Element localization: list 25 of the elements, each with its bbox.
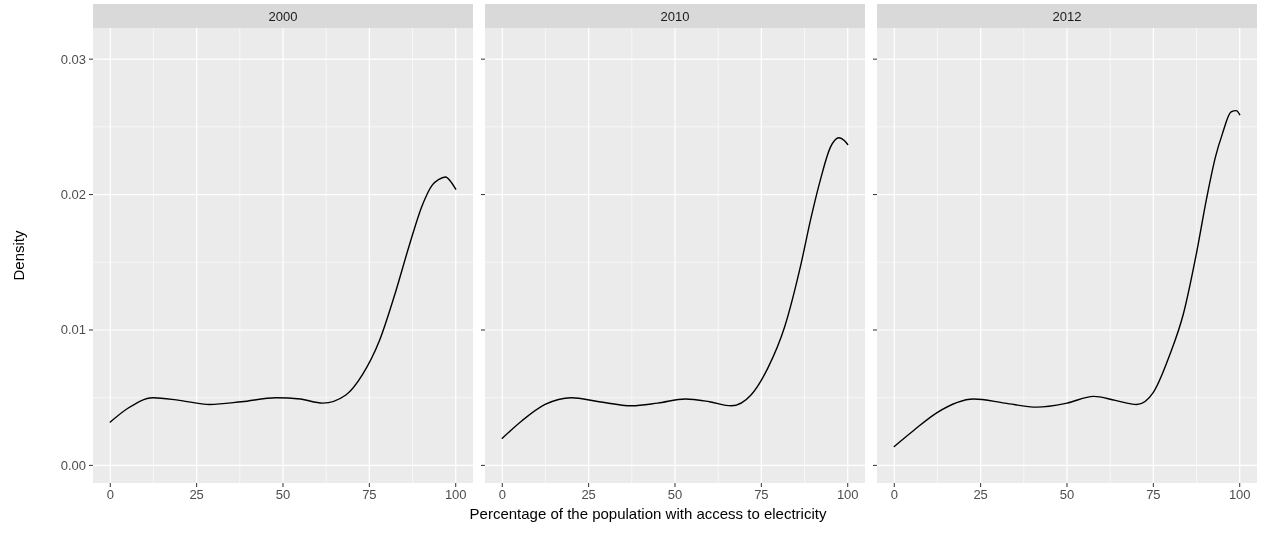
x-tick-label: 25 — [581, 487, 596, 502]
x-tick-label: 0 — [890, 487, 898, 502]
x-tick-label: 50 — [275, 487, 291, 502]
chart-title: 2012 — [1052, 9, 1082, 24]
x-tick-label: 75 — [1146, 487, 1161, 502]
y-tick-label: 0.03 — [60, 51, 86, 67]
x-tick-label: 50 — [1059, 487, 1075, 502]
line-series — [109, 176, 457, 423]
chart-title: 2010 — [660, 9, 690, 24]
x-axis-title: Percentage of the population with access to electricity — [469, 505, 827, 522]
x-tick-label: 25 — [973, 487, 988, 502]
x-tick-label: 75 — [754, 487, 769, 502]
y-tick-label: 0.02 — [60, 187, 86, 203]
x-tick-label: 100 — [1228, 487, 1251, 502]
x-tick-label: 25 — [189, 487, 204, 502]
x-tick-label: 100 — [836, 487, 859, 502]
x-tick-label: 75 — [362, 487, 377, 502]
y-axis-title: Density — [10, 230, 27, 281]
chart-title: 2000 — [268, 9, 298, 24]
x-tick-label: 100 — [444, 487, 467, 502]
x-tick-label: 50 — [667, 487, 683, 502]
y-tick-label: 0.01 — [60, 322, 86, 338]
x-tick-label: 0 — [106, 487, 114, 502]
y-tick-label: 0.00 — [60, 457, 86, 473]
x-tick-label: 0 — [498, 487, 506, 502]
